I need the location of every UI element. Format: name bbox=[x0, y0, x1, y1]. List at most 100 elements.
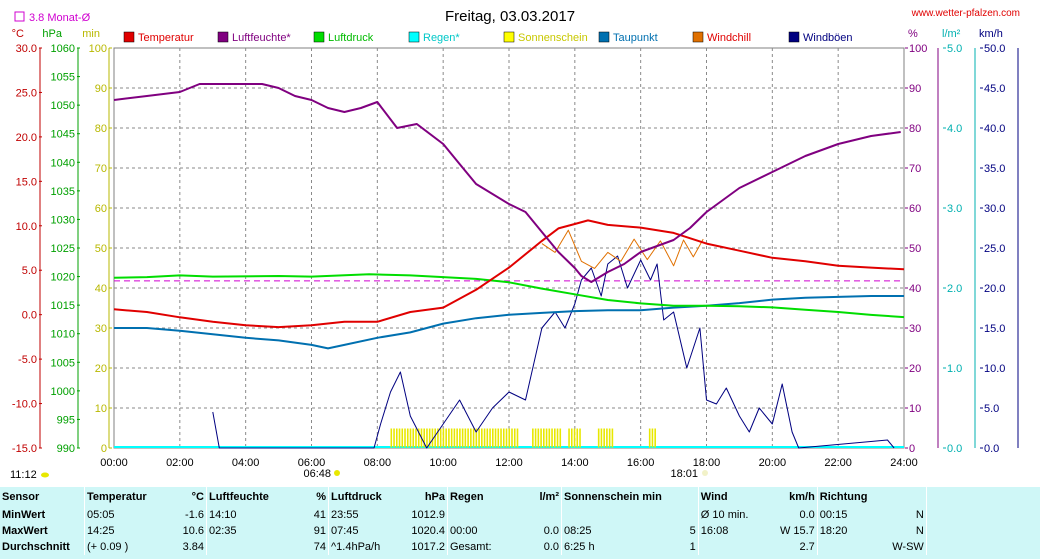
x-tick-label: 16:00 bbox=[627, 457, 655, 469]
pressure-unit: hPa bbox=[42, 28, 62, 40]
legend-item-pressure[interactable]: Luftdruck bbox=[313, 31, 374, 44]
sunshine-bar bbox=[576, 428, 579, 448]
stats-cell: 18:20 bbox=[819, 525, 848, 537]
percent-tick-label: 40 bbox=[909, 283, 921, 295]
legend-item-rain[interactable]: Regen* bbox=[408, 31, 460, 44]
sunshine-bar bbox=[472, 428, 475, 448]
wind-tick-label: 30.0 bbox=[984, 203, 1005, 215]
stats-header-rain: Regen bbox=[450, 491, 484, 503]
sunshine-bar bbox=[532, 428, 534, 448]
stats-cell: 91 bbox=[291, 523, 329, 539]
sunset-icon bbox=[702, 470, 708, 476]
sunshine-bar bbox=[475, 428, 478, 448]
sunshine-bar bbox=[423, 428, 426, 448]
wind-tick-label: 20.0 bbox=[984, 283, 1005, 295]
sunshine-bar bbox=[437, 428, 439, 448]
statistics-panel: Sensor Temperatur °C Luftfeuchte % Luftd… bbox=[0, 487, 1040, 559]
stats-cell bbox=[207, 539, 292, 555]
sunrise-icon bbox=[334, 470, 340, 476]
sunshine-bar bbox=[551, 428, 553, 448]
stats-cell: 07:45 bbox=[331, 525, 359, 537]
x-tick-label: 14:00 bbox=[561, 457, 589, 469]
legend-item-temperature[interactable]: Temperatur bbox=[123, 31, 194, 44]
series-layer bbox=[113, 83, 905, 449]
legend-item-humidity[interactable]: Luftfeuchte* bbox=[217, 31, 291, 44]
sunshine-bar bbox=[390, 428, 393, 448]
wind-tick-label: 25.0 bbox=[984, 243, 1005, 255]
minute-tick-label: 30 bbox=[95, 323, 107, 335]
stats-row-label: Durchschnitt bbox=[0, 539, 85, 555]
stats-cell: 02:35 bbox=[209, 525, 237, 537]
stats-cell: 0.0 bbox=[527, 523, 562, 539]
pressure-tick-label: 990 bbox=[57, 443, 75, 455]
sunshine-bar bbox=[545, 428, 548, 448]
pressure-tick-label: 1035 bbox=[51, 186, 75, 198]
sunshine-bar bbox=[548, 428, 551, 448]
sunshine-bar bbox=[428, 428, 431, 448]
temp-tick-label: -10.0 bbox=[12, 399, 37, 411]
stats-cell: 1012.9 bbox=[403, 507, 448, 523]
stats-cell: 14:25 bbox=[87, 525, 115, 537]
svg-text:Taupunkt: Taupunkt bbox=[613, 32, 658, 44]
stats-cell: Ø 10 min. bbox=[700, 509, 749, 521]
stats-header-sensor: Sensor bbox=[0, 487, 85, 507]
sunshine-bar bbox=[651, 428, 654, 448]
x-tick-label: 24:00 bbox=[890, 457, 918, 469]
humidity-line bbox=[113, 83, 901, 283]
stats-cell: 14:10 bbox=[209, 509, 237, 521]
stats-cell: 08:25 bbox=[564, 525, 592, 537]
sunshine-bar bbox=[553, 428, 556, 448]
sunshine-bar bbox=[537, 428, 540, 448]
moon-icon bbox=[41, 472, 49, 478]
pressure-tick-label: 995 bbox=[57, 414, 75, 426]
stats-row-label: MaxWert bbox=[0, 523, 85, 539]
svg-text:Windböen: Windböen bbox=[803, 32, 853, 44]
stats-cell bbox=[698, 539, 773, 555]
sunshine-bar bbox=[431, 428, 434, 448]
stats-cell bbox=[448, 507, 528, 523]
stats-header-humidity-unit: % bbox=[291, 487, 329, 507]
stats-cell: (+ 0.09 ) bbox=[87, 541, 129, 553]
moonrise-time: 11:12 bbox=[10, 469, 37, 481]
sunshine-bar bbox=[489, 428, 491, 448]
windchill-line bbox=[541, 229, 704, 269]
sunshine-bar bbox=[478, 428, 480, 448]
sunshine-bar bbox=[395, 428, 398, 448]
sunshine-bar bbox=[456, 428, 458, 448]
monthly-avg-icon bbox=[14, 11, 25, 22]
sunshine-bar bbox=[508, 428, 511, 448]
sunshine-bar bbox=[406, 428, 409, 448]
gusts-line bbox=[212, 255, 895, 449]
rain-tick-label: 2.0 bbox=[947, 283, 962, 295]
wind-tick-label: 45.0 bbox=[984, 83, 1005, 95]
legend-item-sunshine[interactable]: Sonnenschein bbox=[503, 31, 588, 44]
x-tick-label: 06:00 bbox=[298, 457, 326, 469]
legend-item-dewpoint[interactable]: Taupunkt bbox=[598, 31, 658, 44]
pressure-tick-label: 1000 bbox=[51, 386, 75, 398]
percent-tick-label: 80 bbox=[909, 123, 921, 135]
sunshine-bar bbox=[505, 428, 508, 448]
website-label[interactable]: www.wetter-pfalzen.com bbox=[911, 8, 1020, 19]
percent-tick-label: 70 bbox=[909, 163, 921, 175]
sunshine-bar bbox=[603, 428, 605, 448]
sunshine-bar bbox=[513, 428, 516, 448]
legend-item-gusts[interactable]: Windböen bbox=[788, 31, 853, 44]
stats-cell: 3.84 bbox=[164, 539, 207, 555]
temp-tick-label: 0.0 bbox=[22, 310, 37, 322]
sunshine-bar bbox=[568, 428, 570, 448]
stats-header-wind-unit: km/h bbox=[772, 487, 818, 507]
stats-cell: N bbox=[881, 507, 927, 523]
sunshine-bar bbox=[442, 428, 445, 448]
wind-tick-label: 5.0 bbox=[984, 403, 999, 415]
grid bbox=[114, 48, 904, 448]
percent-unit: % bbox=[908, 28, 918, 40]
monthly-avg-label: 3.8 Monat-Ø bbox=[29, 12, 91, 24]
sunshine-bar bbox=[600, 428, 603, 448]
x-tick-label: 04:00 bbox=[232, 457, 260, 469]
temp-tick-label: 5.0 bbox=[22, 265, 37, 277]
x-tick-label: 12:00 bbox=[495, 457, 523, 469]
stats-cell: 16:08 bbox=[700, 525, 729, 537]
legend-item-windchill[interactable]: Windchill bbox=[692, 31, 751, 44]
legend: Temperatur Luftfeuchte* Luftdruck Regen*… bbox=[123, 31, 853, 44]
stats-header-pressure: Luftdruck bbox=[331, 491, 382, 503]
